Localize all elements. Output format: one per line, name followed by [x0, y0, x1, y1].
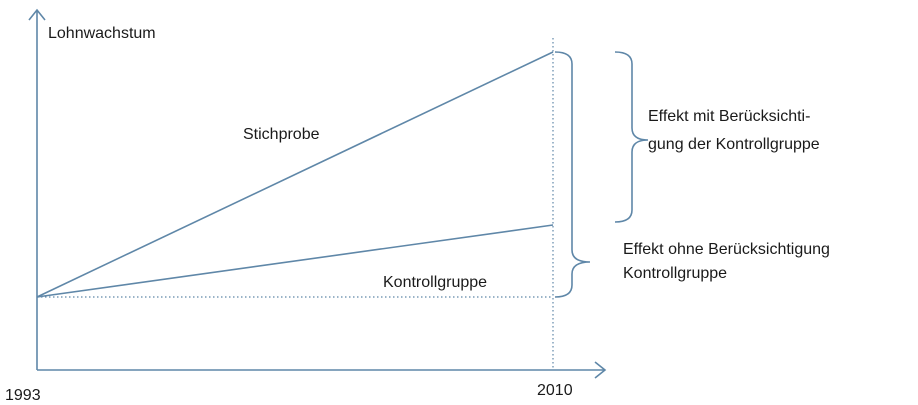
effect-without-line: Effekt ohne Berücksichtigung [623, 241, 830, 258]
y-axis-label: Lohnwachstum [48, 25, 156, 42]
x-end-label: 2010 [537, 382, 573, 399]
y-axis [28, 8, 46, 370]
effect-without-line: Kontrollgruppe [623, 265, 727, 282]
brace-with [614, 51, 649, 223]
control-line [36, 224, 554, 298]
control-label: Kontrollgruppe [383, 274, 487, 291]
brace-without [554, 51, 591, 298]
sample-line [36, 51, 554, 298]
sample-label: Stichprobe [243, 126, 320, 143]
effect-with-line: Effekt mit Berücksichti- [648, 108, 810, 125]
effect-with-line: gung der Kontrollgruppe [648, 136, 820, 153]
x-start-label: 1993 [5, 387, 41, 404]
x-axis [37, 361, 607, 379]
